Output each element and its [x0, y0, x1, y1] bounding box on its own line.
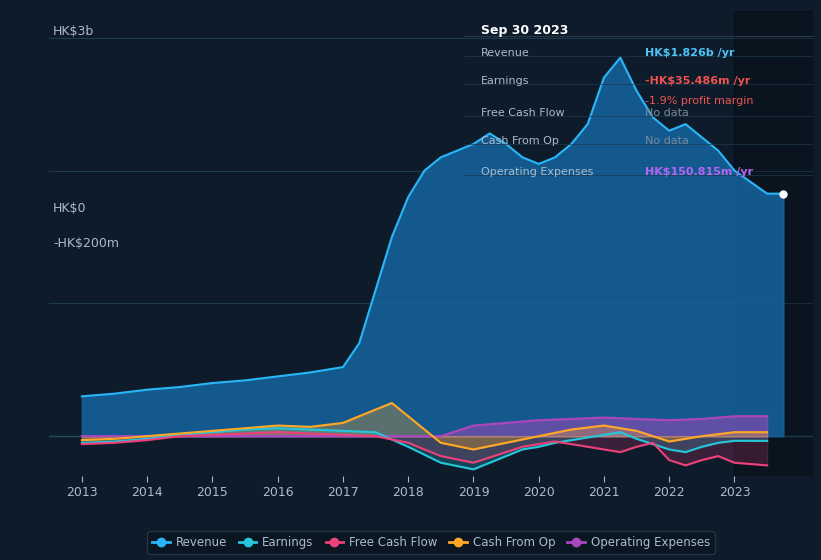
- Text: Free Cash Flow: Free Cash Flow: [481, 108, 565, 118]
- Text: HK$3b: HK$3b: [53, 25, 94, 38]
- Text: Sep 30 2023: Sep 30 2023: [481, 24, 569, 38]
- Text: -1.9% profit margin: -1.9% profit margin: [645, 96, 754, 106]
- Text: -HK$35.486m /yr: -HK$35.486m /yr: [645, 76, 750, 86]
- Text: Revenue: Revenue: [481, 48, 530, 58]
- Text: HK$0: HK$0: [53, 202, 86, 215]
- Text: Cash From Op: Cash From Op: [481, 136, 559, 146]
- Bar: [735, 11, 813, 476]
- Text: -HK$200m: -HK$200m: [53, 237, 119, 250]
- Text: Earnings: Earnings: [481, 76, 530, 86]
- Text: No data: No data: [645, 108, 689, 118]
- Text: HK$1.826b /yr: HK$1.826b /yr: [645, 48, 735, 58]
- Text: Operating Expenses: Operating Expenses: [481, 167, 594, 178]
- Text: HK$150.815m /yr: HK$150.815m /yr: [645, 167, 754, 178]
- Legend: Revenue, Earnings, Free Cash Flow, Cash From Op, Operating Expenses: Revenue, Earnings, Free Cash Flow, Cash …: [147, 531, 715, 554]
- Text: No data: No data: [645, 136, 689, 146]
